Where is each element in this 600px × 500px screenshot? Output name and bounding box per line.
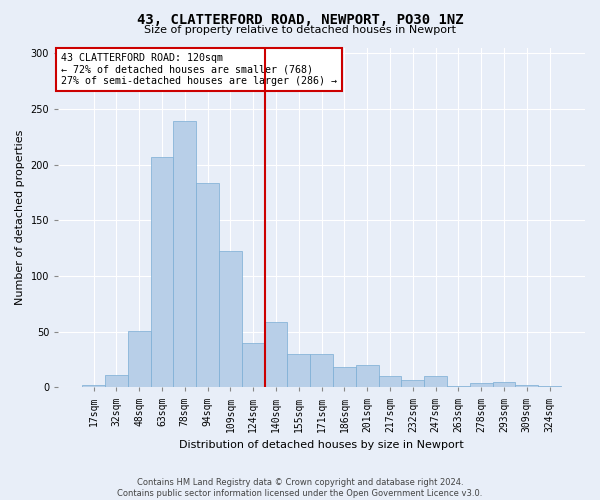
Bar bbox=[151, 156, 173, 388]
Bar bbox=[287, 354, 310, 388]
Bar bbox=[356, 365, 379, 388]
Bar bbox=[538, 386, 561, 388]
Bar bbox=[196, 184, 219, 388]
Bar bbox=[333, 368, 356, 388]
Bar bbox=[379, 376, 401, 388]
X-axis label: Distribution of detached houses by size in Newport: Distribution of detached houses by size … bbox=[179, 440, 464, 450]
Text: Size of property relative to detached houses in Newport: Size of property relative to detached ho… bbox=[144, 25, 456, 35]
Text: Contains HM Land Registry data © Crown copyright and database right 2024.
Contai: Contains HM Land Registry data © Crown c… bbox=[118, 478, 482, 498]
Bar bbox=[128, 330, 151, 388]
Bar bbox=[447, 386, 470, 388]
Bar bbox=[515, 385, 538, 388]
Text: 43, CLATTERFORD ROAD, NEWPORT, PO30 1NZ: 43, CLATTERFORD ROAD, NEWPORT, PO30 1NZ bbox=[137, 12, 463, 26]
Bar bbox=[470, 383, 493, 388]
Bar bbox=[310, 354, 333, 388]
Y-axis label: Number of detached properties: Number of detached properties bbox=[15, 130, 25, 305]
Bar bbox=[424, 376, 447, 388]
Bar bbox=[173, 121, 196, 388]
Bar bbox=[242, 343, 265, 388]
Bar bbox=[105, 375, 128, 388]
Bar bbox=[82, 385, 105, 388]
Text: 43 CLATTERFORD ROAD: 120sqm
← 72% of detached houses are smaller (768)
27% of se: 43 CLATTERFORD ROAD: 120sqm ← 72% of det… bbox=[61, 52, 337, 86]
Bar bbox=[265, 322, 287, 388]
Bar bbox=[493, 382, 515, 388]
Bar bbox=[219, 252, 242, 388]
Bar bbox=[401, 380, 424, 388]
